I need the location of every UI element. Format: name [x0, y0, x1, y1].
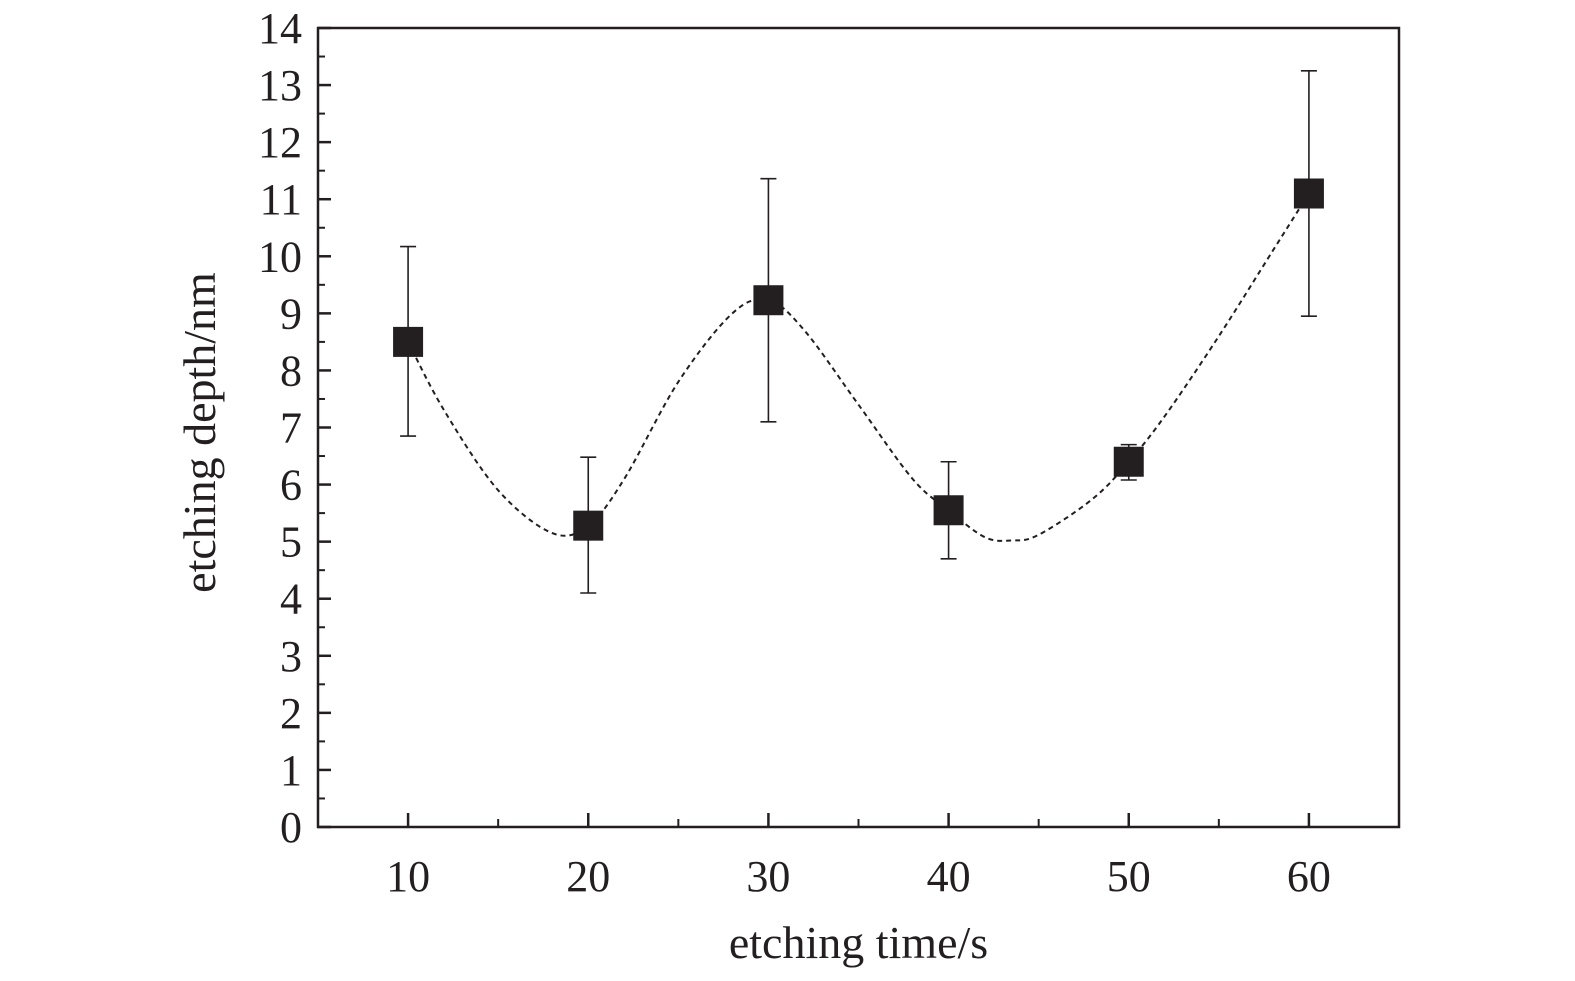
y-tick-label: 0: [280, 803, 302, 852]
y-tick-label: 8: [280, 346, 302, 395]
y-tick-label: 4: [280, 575, 302, 624]
y-tick-label: 2: [280, 689, 302, 738]
data-point-marker: [1113, 446, 1144, 477]
y-tick-label: 7: [280, 404, 302, 453]
data-point-marker: [1293, 178, 1324, 209]
y-tick-label: 6: [280, 461, 302, 510]
x-tick-label: 60: [1287, 852, 1331, 901]
fit-curve: [407, 192, 1310, 542]
marker-layer: [393, 178, 1324, 541]
x-axis-title: etching time/s: [729, 917, 988, 968]
y-tick-label: 12: [258, 118, 302, 167]
data-point-marker: [393, 326, 424, 357]
x-tick-label: 20: [566, 852, 610, 901]
y-tick-label: 1: [280, 746, 302, 795]
y-tick-label: 14: [258, 4, 302, 53]
data-point-marker: [933, 495, 964, 526]
y-tick-label: 5: [280, 518, 302, 567]
y-tick-label: 10: [258, 232, 302, 281]
data-point-marker: [753, 285, 784, 316]
y-tick-label: 3: [280, 632, 302, 681]
x-tick-label: 50: [1107, 852, 1151, 901]
fit-curve-layer: [407, 192, 1310, 542]
y-tick-label: 11: [260, 175, 302, 224]
x-tick-label: 30: [746, 852, 790, 901]
y-tick-label: 13: [258, 61, 302, 110]
data-point-marker: [573, 510, 604, 541]
y-tick-label: 9: [280, 289, 302, 338]
y-axis-title: etching depth/nm: [174, 272, 225, 593]
x-tick-label: 10: [386, 852, 430, 901]
x-tick-label: 40: [927, 852, 971, 901]
